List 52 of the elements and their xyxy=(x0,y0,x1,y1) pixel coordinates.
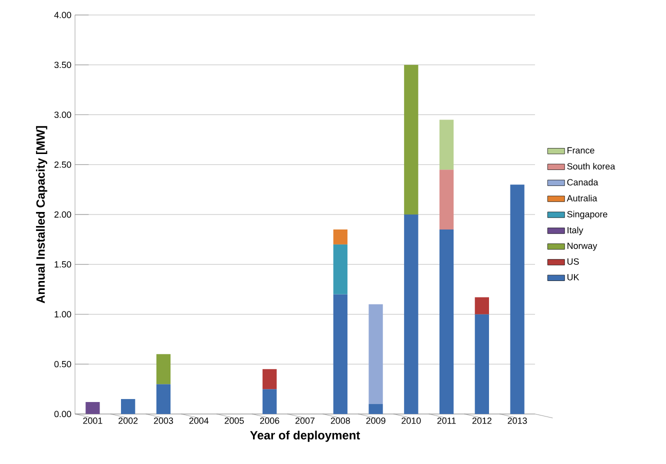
bar xyxy=(156,384,171,414)
bar xyxy=(474,314,490,414)
x-tick-label: 2006 xyxy=(260,418,280,424)
x-tick-label: 2013 xyxy=(508,418,527,424)
bar xyxy=(510,184,524,414)
y-tick-label: 0.50 xyxy=(54,360,72,368)
bar xyxy=(474,297,490,314)
bar xyxy=(333,244,348,294)
bar xyxy=(404,64,418,214)
y-tick-label: 1.00 xyxy=(54,311,72,318)
legend-label: UK xyxy=(567,274,580,280)
x-tick-label: 2012 xyxy=(472,418,492,424)
bar xyxy=(156,354,171,384)
bar xyxy=(262,369,277,390)
x-tick-label: 2005 xyxy=(224,418,244,424)
x-tick-label: 2001 xyxy=(83,418,102,424)
bar xyxy=(333,229,348,244)
bar xyxy=(439,120,454,170)
x-tick-label: 2011 xyxy=(437,418,456,424)
bar xyxy=(368,404,383,414)
y-tick-label: 2.50 xyxy=(54,161,72,168)
bar xyxy=(439,170,454,230)
y-tick-label: 3.00 xyxy=(54,112,72,118)
x-tick-label: 2008 xyxy=(330,418,350,424)
bar xyxy=(368,304,383,404)
y-tick-label: 3.50 xyxy=(54,62,72,68)
legend-label: Norway xyxy=(568,242,598,251)
y-axis-title: Annual Installed Capacity [MW] xyxy=(36,126,48,304)
legend-label: Italy xyxy=(568,226,584,236)
legend-label: South korea xyxy=(567,162,616,170)
y-tick-label: 1.50 xyxy=(54,261,72,268)
bar xyxy=(86,402,100,414)
x-tick-label: 2004 xyxy=(189,418,209,424)
bar xyxy=(262,389,277,414)
x-tick-label: 2002 xyxy=(118,418,138,424)
bar xyxy=(404,214,418,414)
x-tick-label: 2007 xyxy=(295,418,315,424)
x-tick-label: 2003 xyxy=(154,418,174,424)
legend-label: Singapore xyxy=(567,210,608,220)
legend-label: France xyxy=(568,147,594,154)
y-tick-label: 2.00 xyxy=(54,211,72,218)
x-tick-label: 2010 xyxy=(402,418,421,424)
legend-label: US xyxy=(567,258,579,265)
y-tick-label: 4.00 xyxy=(54,12,72,18)
bar xyxy=(439,229,454,414)
bar xyxy=(333,294,348,414)
x-axis-title: Year of deployment xyxy=(250,430,360,442)
x-tick-label: 2009 xyxy=(366,418,386,424)
bar xyxy=(121,399,136,414)
y-tick-label: 0.00 xyxy=(54,410,72,418)
legend-label: Canada xyxy=(567,178,598,186)
legend-label: Autralia xyxy=(566,194,598,202)
